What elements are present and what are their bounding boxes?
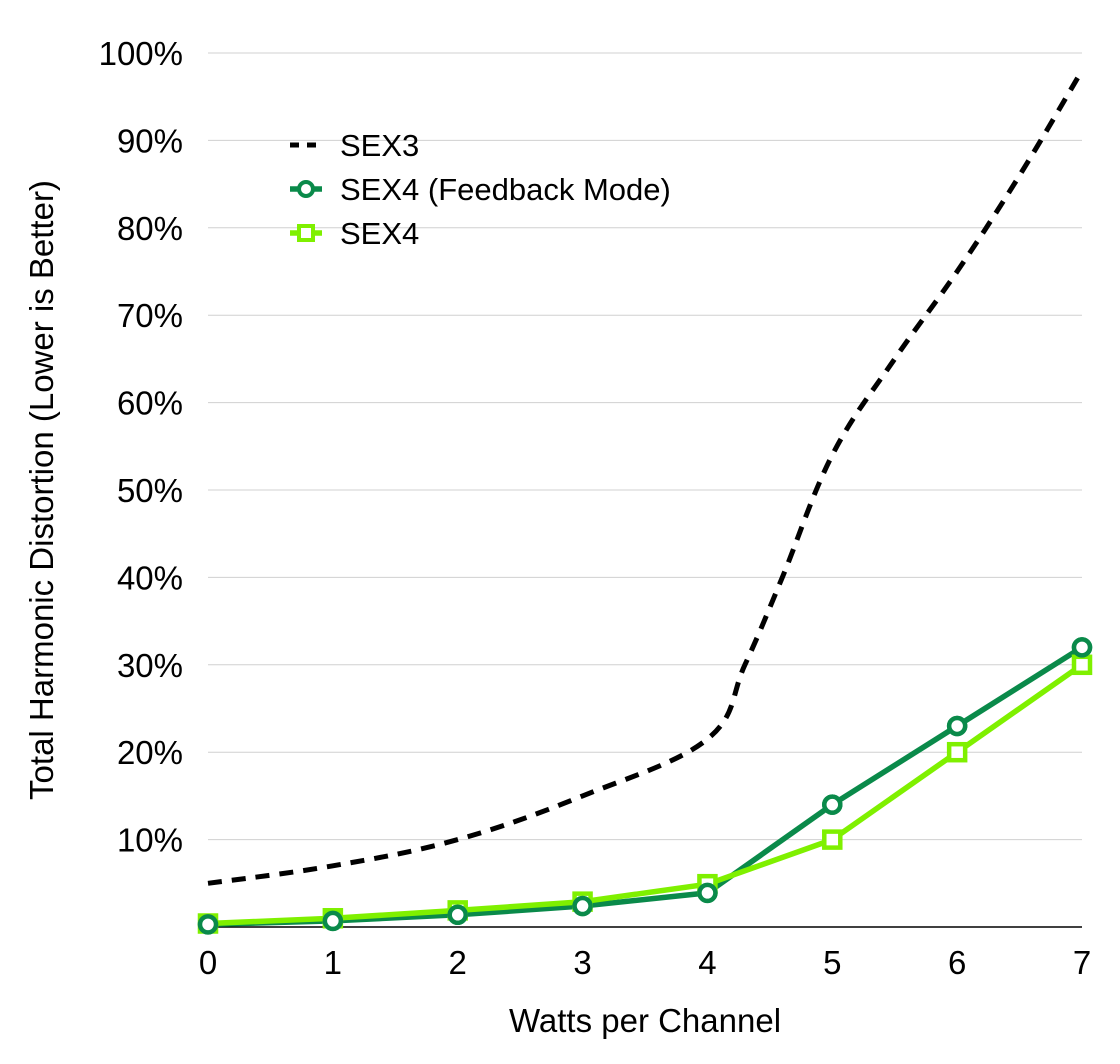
legend-marker-sex4 bbox=[297, 224, 315, 242]
x-tick-label: 2 bbox=[449, 944, 467, 981]
series-markers bbox=[197, 637, 1093, 935]
axes: 10% 20% 30% 40% 50% 60% 70% 80% 90% 100% 0 1 2 3 4 5 6 7 bbox=[99, 35, 1092, 981]
x-tick-label: 0 bbox=[199, 944, 217, 981]
legend-label-sex4: SEX4 bbox=[340, 216, 419, 251]
y-tick-label: 70% bbox=[117, 297, 183, 334]
x-axis-title: Watts per Channel bbox=[509, 1002, 781, 1039]
data-point-sex4-feedback-mode bbox=[697, 882, 718, 904]
y-tick-label: 50% bbox=[117, 472, 183, 509]
data-point-sex4-feedback-mode bbox=[822, 794, 843, 815]
data-point-sex4-feedback-mode bbox=[946, 715, 968, 737]
x-tick-label: 6 bbox=[948, 944, 966, 981]
series-line-sex4-feedback-mode bbox=[207, 644, 1084, 928]
series-line-sex3 bbox=[207, 69, 1085, 886]
y-axis-title: Total Harmonic Distortion (Lower is Bett… bbox=[23, 180, 60, 800]
y-tick-label: 100% bbox=[99, 35, 183, 72]
y-tick-label: 10% bbox=[117, 822, 183, 859]
data-point-sex4-feedback-mode bbox=[1071, 637, 1093, 658]
data-point-sex4-feedback-mode bbox=[447, 904, 468, 926]
legend-label-sex3: SEX3 bbox=[340, 128, 419, 163]
y-tick-label: 80% bbox=[117, 210, 183, 247]
y-tick-label: 40% bbox=[117, 559, 183, 596]
data-point-sex4-feedback-mode bbox=[197, 914, 219, 935]
x-tick-label: 5 bbox=[823, 944, 841, 981]
x-tick-label: 4 bbox=[698, 944, 716, 981]
legend-label-sex4-feedback-mode: SEX4 (Feedback Mode) bbox=[340, 172, 671, 207]
data-point-sex4 bbox=[822, 829, 843, 850]
data-point-sex4-feedback-mode bbox=[572, 895, 593, 917]
legend-marker-sex4-feedback-mode bbox=[297, 180, 315, 198]
data-point-sex4 bbox=[1071, 654, 1093, 676]
y-tick-label: 90% bbox=[117, 122, 183, 159]
x-tick-label: 3 bbox=[573, 944, 591, 981]
data-point-sex4-feedback-mode bbox=[322, 910, 344, 932]
x-tick-label: 1 bbox=[324, 944, 342, 981]
y-tick-label: 60% bbox=[117, 385, 183, 422]
y-tick-label: 20% bbox=[117, 734, 183, 771]
y-tick-label: 30% bbox=[117, 647, 183, 684]
gridlines bbox=[208, 52, 1082, 841]
data-point-sex4 bbox=[946, 741, 968, 763]
legend: SEX3 SEX4 (Feedback Mode) SEX4 bbox=[290, 128, 671, 251]
series-lines bbox=[207, 69, 1085, 928]
x-tick-label: 7 bbox=[1073, 944, 1091, 981]
series-line-sex4 bbox=[207, 662, 1084, 927]
